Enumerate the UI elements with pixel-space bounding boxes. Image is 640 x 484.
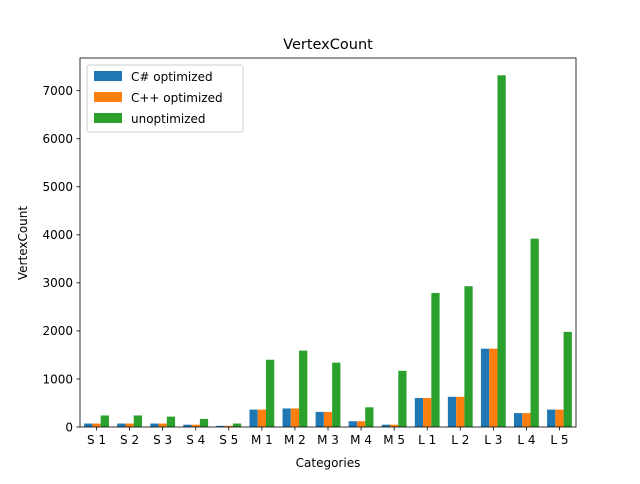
- bar-c-optimized-m-2: [290, 408, 300, 427]
- legend-label: unoptimized: [131, 112, 206, 126]
- bar-unoptimized-s-2: [133, 415, 142, 427]
- bar-c-optimized-s-4: [183, 424, 192, 427]
- x-tick-label: M 1: [251, 433, 273, 447]
- plot-area: S 1 S 2 S 3 S 4 S 5 M 1 M 2 M 3 M 4 M 5 L 1 L 2 L 3 L…: [42, 57, 577, 447]
- x-tick-label: M 3: [317, 433, 339, 447]
- x-axis-label: Categories: [296, 456, 361, 470]
- bar-unoptimized-l-5: [563, 331, 572, 427]
- bar-c-optimized-l-4: [522, 413, 531, 427]
- bar-c-optimized-s-1: [92, 423, 101, 427]
- bar-unoptimized-m-5: [398, 370, 407, 427]
- bar-unoptimized-m-3: [332, 362, 341, 427]
- bar-c-optimized-s-3: [158, 423, 167, 427]
- y-tick-label: 4000: [42, 228, 73, 242]
- x-tick-label: M 5: [383, 433, 405, 447]
- bar-unoptimized-s-5: [232, 423, 242, 427]
- bar-c-optimized-m-3: [315, 411, 324, 427]
- bar-unoptimized-s-3: [166, 416, 176, 427]
- x-tick-label: L 4: [517, 433, 535, 447]
- x-tick-label: S 1: [87, 433, 106, 447]
- bar-c-optimized-m-1: [257, 409, 266, 427]
- y-tick-label: 7000: [42, 84, 73, 98]
- bar-c-optimized-s-3: [150, 423, 159, 427]
- legend-swatch: [94, 113, 122, 123]
- bar-c-optimized-l-1: [423, 397, 432, 427]
- y-tick-label: 1000: [42, 372, 73, 386]
- bar-unoptimized-l-3: [497, 75, 506, 427]
- x-tick-label: L 3: [484, 433, 502, 447]
- x-tick-label: S 4: [186, 433, 205, 447]
- bar-c-optimized-m-4: [348, 421, 357, 427]
- y-tick-label: 3000: [42, 276, 73, 290]
- bar-c-optimized-s-2: [117, 423, 126, 427]
- bar-c-optimized-l-2: [447, 396, 457, 427]
- chart-title: VertexCount: [283, 37, 373, 53]
- bar-c-optimized-m-3: [323, 411, 333, 427]
- plot-frame: [79, 57, 577, 428]
- x-tick-label: L 5: [550, 433, 568, 447]
- y-axis-label: VertexCount: [16, 206, 30, 281]
- x-tick-label: L 1: [418, 433, 436, 447]
- bar-unoptimized-m-4: [365, 407, 374, 427]
- bar-c-optimized-m-2: [282, 408, 291, 427]
- bar-c-optimized-s-2: [125, 423, 134, 427]
- bar-c-optimized-l-4: [514, 413, 523, 427]
- bar-unoptimized-m-1: [266, 359, 275, 427]
- bar-c-optimized-l-1: [414, 397, 424, 427]
- bar-c-optimized-l-3: [480, 348, 490, 427]
- legend-box: [86, 64, 244, 133]
- bar-c-optimized-m-5: [381, 424, 390, 427]
- bar-c-optimized-s-1: [84, 423, 93, 427]
- bar-c-optimized-m-4: [356, 421, 366, 427]
- x-tick-label: S 3: [153, 433, 172, 447]
- bar-unoptimized-l-1: [431, 292, 440, 427]
- bar-unoptimized-s-1: [100, 415, 109, 427]
- bar-unoptimized-l-4: [530, 238, 539, 427]
- bar-c-optimized-l-3: [489, 348, 498, 427]
- y-tick-label: 5000: [42, 180, 73, 194]
- y-tick-label: 2000: [42, 324, 73, 338]
- y-tick-label: 0: [65, 420, 73, 434]
- legend-swatch: [94, 71, 122, 81]
- legend-swatch: [94, 92, 122, 102]
- bar-c-optimized-m-5: [390, 424, 399, 427]
- bar-c-optimized-s-5: [224, 425, 233, 427]
- legend-label: C# optimized: [131, 70, 213, 84]
- x-tick-label: M 2: [284, 433, 306, 447]
- legend-label: C++ optimized: [131, 91, 223, 105]
- bar-c-optimized-l-2: [456, 396, 465, 427]
- bar-unoptimized-m-2: [299, 350, 308, 427]
- x-tick-label: S 2: [120, 433, 139, 447]
- bar-c-optimized-l-5: [555, 409, 564, 427]
- x-tick-label: M 4: [350, 433, 372, 447]
- bar-c-optimized-s-5: [216, 425, 225, 427]
- bar-unoptimized-l-2: [464, 286, 473, 427]
- x-tick-label: L 2: [451, 433, 469, 447]
- x-tick-label: S 5: [219, 433, 238, 447]
- bar-c-optimized-l-5: [547, 409, 556, 427]
- bar-unoptimized-s-4: [199, 418, 209, 427]
- bar-c-optimized-m-1: [249, 409, 258, 427]
- y-tick-label: 6000: [42, 132, 73, 146]
- bar-c-optimized-s-4: [191, 424, 200, 427]
